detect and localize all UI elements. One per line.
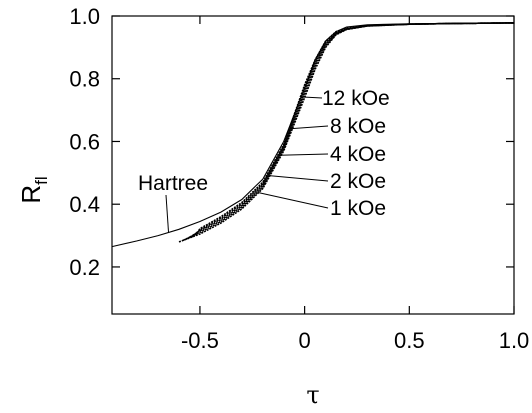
annotation-hartree: Hartree	[138, 172, 208, 195]
x-tick-label: 1.0	[499, 328, 530, 353]
annotation-leader-12-koe	[300, 96, 323, 99]
annotation-2-koe: 2 kOe	[330, 170, 386, 193]
annotation-4-koe: 4 kOe	[330, 143, 386, 166]
series-line-1-koe	[178, 22, 515, 243]
tick-group: -0.5 0 0.5 1.0 0.2 0.4 0.6 0.8 1.0	[69, 4, 529, 353]
x-tick-label: 0.5	[394, 328, 425, 353]
y-tick-label: 0.8	[69, 67, 100, 92]
series-group	[111, 22, 515, 248]
y-tick-label: 0.6	[69, 129, 100, 154]
x-tick-label: 0	[299, 328, 311, 353]
annotation-leader-2-koe	[268, 175, 329, 182]
y-tick-label: 1.0	[69, 4, 100, 29]
annotation-1-koe: 1 kOe	[330, 197, 386, 220]
plot-frame	[111, 15, 515, 315]
y-axis-label-main: R	[16, 185, 46, 204]
y-tick-label: 0.4	[69, 192, 100, 217]
annotation-leader-hartree	[165, 194, 170, 233]
y-axis-label-sub: fl	[32, 176, 51, 185]
annotation-12-koe: 12 kOe	[322, 87, 390, 110]
y-axis-label: Rfl	[16, 176, 51, 203]
series-line-4-koe	[186, 22, 515, 240]
y-tick-label: 0.2	[69, 255, 100, 280]
series-line-12-koe	[195, 22, 515, 237]
annotation-leader-4-koe	[279, 153, 329, 156]
series-line-hartree	[111, 22, 515, 248]
x-tick-label: -0.5	[181, 328, 219, 353]
annotation-group: Hartree 12 kOe 8 kOe 4 kOe 2 kOe 1 kOe	[138, 87, 390, 233]
x-axis-label: τ	[306, 381, 319, 409]
annotation-8-koe: 8 kOe	[330, 115, 386, 138]
annotation-leader-1-koe	[258, 192, 329, 209]
annotation-leader-8-koe	[289, 125, 329, 130]
